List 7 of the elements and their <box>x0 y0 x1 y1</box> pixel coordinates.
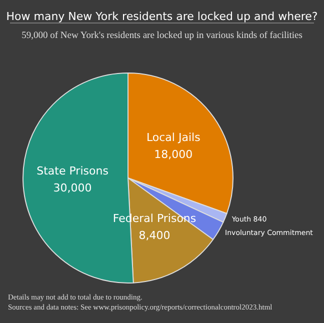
data-label: 8,400 <box>138 228 170 242</box>
chart-title: How many New York residents are locked up and where? <box>6 10 318 23</box>
data-label: 18,000 <box>154 148 193 162</box>
data-label: 30,000 <box>53 181 92 194</box>
chart-subtitle: 59,000 of New York's residents are locked up in various kinds of facilities <box>22 31 303 41</box>
slice-label: Local Jails <box>146 131 201 144</box>
slice-label: State Prisons <box>36 164 109 178</box>
